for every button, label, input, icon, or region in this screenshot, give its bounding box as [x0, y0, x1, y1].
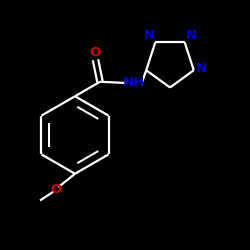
- Text: N: N: [196, 62, 207, 76]
- Text: N: N: [144, 29, 154, 42]
- Text: O: O: [50, 183, 62, 196]
- Text: NH: NH: [122, 76, 145, 89]
- Text: N: N: [186, 29, 196, 42]
- Text: O: O: [90, 46, 101, 59]
